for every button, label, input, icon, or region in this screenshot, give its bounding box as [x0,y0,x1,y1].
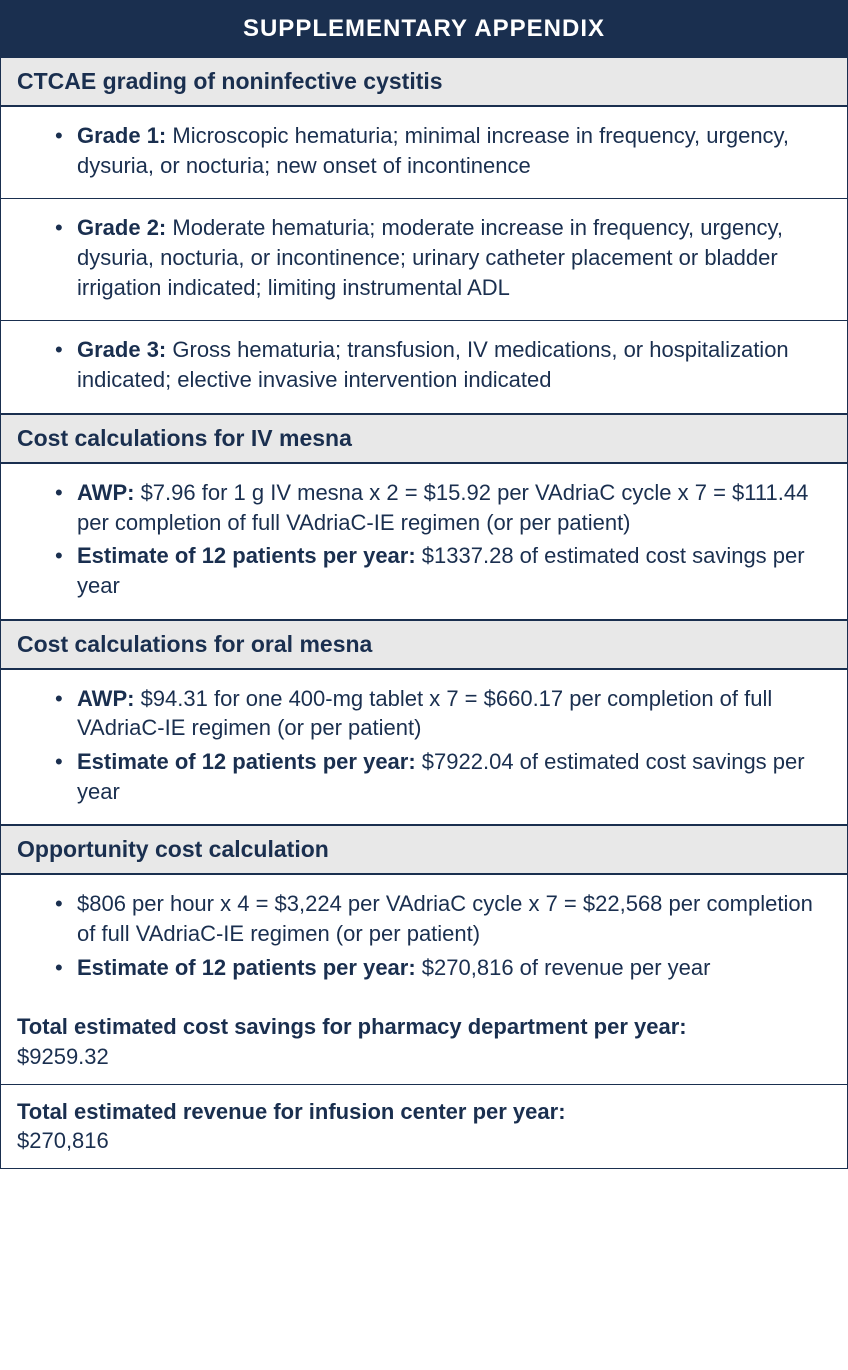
bullet-label: AWP: [77,686,134,711]
bullet-item: Estimate of 12 patients per year: $1337.… [55,541,831,600]
bullet-item: AWP: $94.31 for one 400-mg tablet x 7 = … [55,684,831,743]
section-row: Grade 1: Microscopic hematuria; minimal … [1,107,847,199]
supplementary-appendix: SUPPLEMENTARY APPENDIX CTCAE grading of … [0,0,848,1169]
bullet-list: $806 per hour x 4 = $3,224 per VAdriaC c… [17,889,831,982]
section-header: CTCAE grading of noninfective cystitis [1,57,847,107]
bullet-text: Gross hematuria; transfusion, IV medicat… [77,337,789,392]
bullet-text: $806 per hour x 4 = $3,224 per VAdriaC c… [77,891,813,946]
appendix-title: SUPPLEMENTARY APPENDIX [1,1,847,57]
section-row: AWP: $94.31 for one 400-mg tablet x 7 = … [1,670,847,826]
bullet-item: $806 per hour x 4 = $3,224 per VAdriaC c… [55,889,831,948]
total-label: Total estimated cost savings for pharmac… [17,1014,687,1039]
bullet-label: Grade 3: [77,337,166,362]
total-row: Total estimated revenue for infusion cen… [1,1085,847,1168]
bullet-item: Estimate of 12 patients per year: $7922.… [55,747,831,806]
bullet-text: $94.31 for one 400-mg tablet x 7 = $660.… [77,686,772,741]
section-header: Cost calculations for IV mesna [1,414,847,464]
total-row: Total estimated cost savings for pharmac… [1,1000,847,1084]
bullet-item: Grade 1: Microscopic hematuria; minimal … [55,121,831,180]
bullet-label: Grade 2: [77,215,166,240]
bullet-list: Grade 2: Moderate hematuria; moderate in… [17,213,831,302]
section-row: AWP: $7.96 for 1 g IV mesna x 2 = $15.92… [1,464,847,620]
bullet-item: Grade 3: Gross hematuria; transfusion, I… [55,335,831,394]
section-row: Grade 2: Moderate hematuria; moderate in… [1,199,847,321]
bullet-item: Grade 2: Moderate hematuria; moderate in… [55,213,831,302]
bullet-list: Grade 3: Gross hematuria; transfusion, I… [17,335,831,394]
totals-container: Total estimated cost savings for pharmac… [1,1000,847,1168]
bullet-label: Grade 1: [77,123,166,148]
bullet-label: Estimate of 12 patients per year: [77,749,416,774]
section-row: $806 per hour x 4 = $3,224 per VAdriaC c… [1,875,847,1000]
total-label: Total estimated revenue for infusion cen… [17,1099,566,1124]
bullet-label: AWP: [77,480,134,505]
bullet-item: Estimate of 12 patients per year: $270,8… [55,953,831,983]
section-row: Grade 3: Gross hematuria; transfusion, I… [1,321,847,413]
bullet-list: AWP: $94.31 for one 400-mg tablet x 7 = … [17,684,831,807]
total-value: $9259.32 [17,1042,831,1072]
section-header: Cost calculations for oral mesna [1,620,847,670]
total-value: $270,816 [17,1126,831,1156]
bullet-text: Microscopic hematuria; minimal increase … [77,123,789,178]
section-header: Opportunity cost calculation [1,825,847,875]
bullet-text: Moderate hematuria; moderate increase in… [77,215,783,299]
bullet-item: AWP: $7.96 for 1 g IV mesna x 2 = $15.92… [55,478,831,537]
bullet-list: Grade 1: Microscopic hematuria; minimal … [17,121,831,180]
bullet-text: $270,816 of revenue per year [416,955,711,980]
bullet-list: AWP: $7.96 for 1 g IV mesna x 2 = $15.92… [17,478,831,601]
sections-container: CTCAE grading of noninfective cystitis Gr… [1,57,847,1000]
bullet-label: Estimate of 12 patients per year: [77,955,416,980]
bullet-label: Estimate of 12 patients per year: [77,543,416,568]
bullet-text: $7.96 for 1 g IV mesna x 2 = $15.92 per … [77,480,808,535]
